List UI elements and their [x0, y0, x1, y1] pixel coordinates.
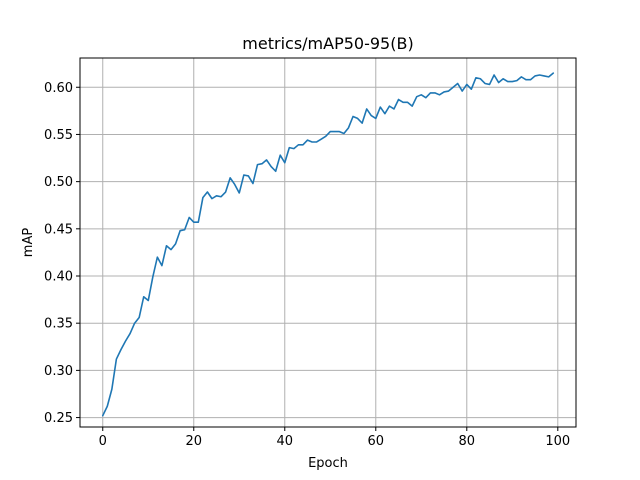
y-tick-label: 0.30	[44, 364, 73, 379]
y-tick-label: 0.50	[44, 175, 73, 190]
x-axis-label: Epoch	[308, 456, 348, 471]
y-tick-label: 0.45	[44, 222, 73, 237]
chart-title: metrics/mAP50-95(B)	[242, 34, 413, 53]
map50-95-series-line	[101, 72, 555, 417]
x-tick-label: 60	[368, 434, 385, 449]
axes-frame	[79, 57, 577, 428]
x-tick-label: 40	[276, 434, 293, 449]
x-tick-label: 100	[545, 434, 570, 449]
y-tick-label: 0.55	[44, 128, 73, 143]
y-tick-label: 0.25	[44, 411, 73, 426]
x-tick-label: 20	[185, 434, 202, 449]
y-axis-label: mAP	[21, 228, 36, 258]
ticks-layer: 0 20 40 60 80 100 0.25 0.30 0.35 0.40 0.45 0.50 0.55…	[44, 81, 570, 449]
x-tick-label: 0	[99, 434, 107, 449]
y-tick-label: 0.35	[44, 317, 73, 332]
y-tick-label: 0.60	[44, 81, 73, 96]
x-tick-label: 80	[459, 434, 476, 449]
y-tick-label: 0.40	[44, 270, 73, 285]
